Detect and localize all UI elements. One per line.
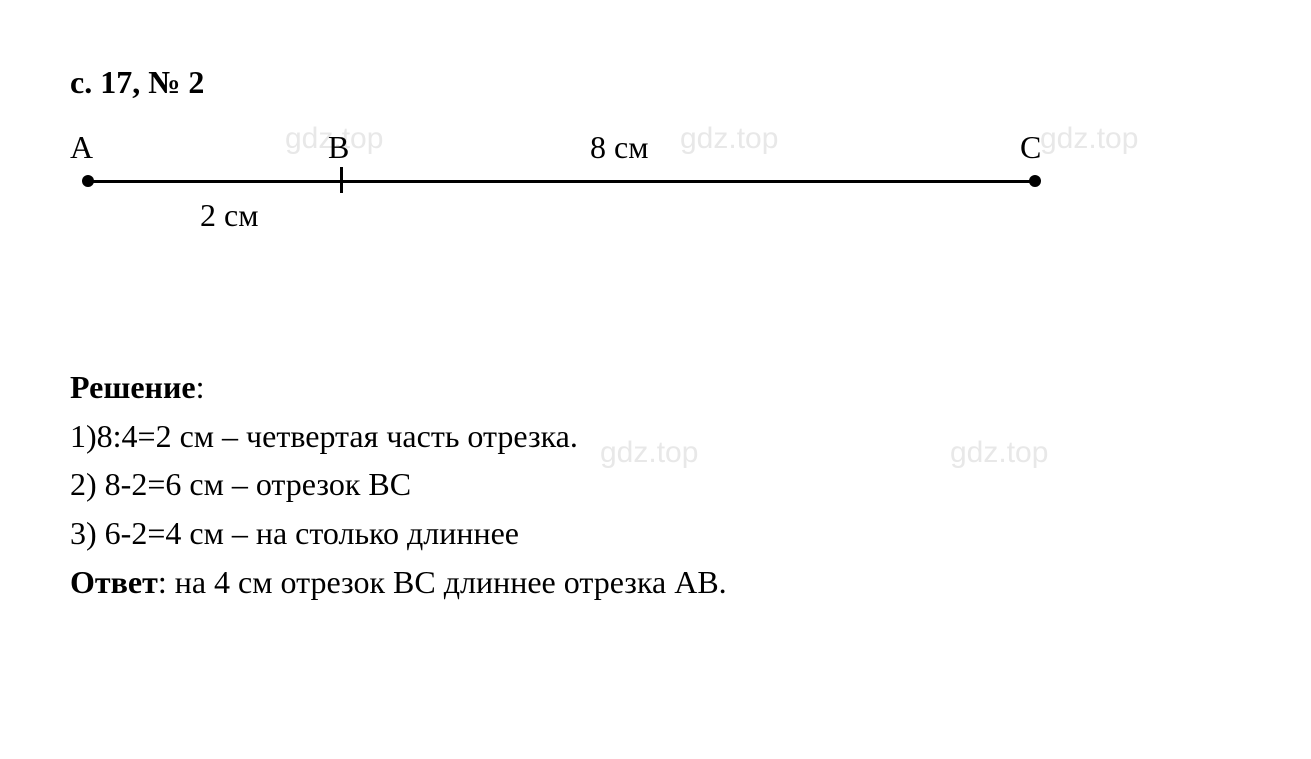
solution-block: Решение: 1)8:4=2 см – четвертая часть от… [70,365,1241,605]
content-wrapper: gdz.top gdz.top gdz.top gdz.top gdz.top … [70,60,1241,605]
point-a-label: А [70,125,93,170]
solution-step: 1)8:4=2 см – четвертая часть отрезка. [70,414,1241,459]
solution-step: 2) 8-2=6 см – отрезок ВС [70,462,1241,507]
answer-label: Ответ [70,564,158,600]
point-b-tick [340,167,343,193]
segment-ac-line [88,180,1035,183]
answer-line: Ответ: на 4 см отрезок ВС длиннее отрезк… [70,560,1241,605]
point-b-label: В [328,125,349,170]
solution-step: 3) 6-2=4 см – на столько длиннее [70,511,1241,556]
segment-diagram: А В 8 см С 2 см [70,125,1070,265]
segment-bc-length: 8 см [590,125,648,170]
point-c-dot [1029,175,1041,187]
point-c-label: С [1020,125,1041,170]
colon: : [196,369,205,405]
answer-text: : на 4 см отрезок ВС длиннее отрезка АВ. [158,564,727,600]
page-reference: с. 17, № 2 [70,60,1241,105]
solution-title-line: Решение: [70,365,1241,410]
solution-title: Решение [70,369,196,405]
point-a-dot [82,175,94,187]
page-reference-text: с. 17, № 2 [70,64,204,100]
segment-ab-length: 2 см [200,193,258,238]
